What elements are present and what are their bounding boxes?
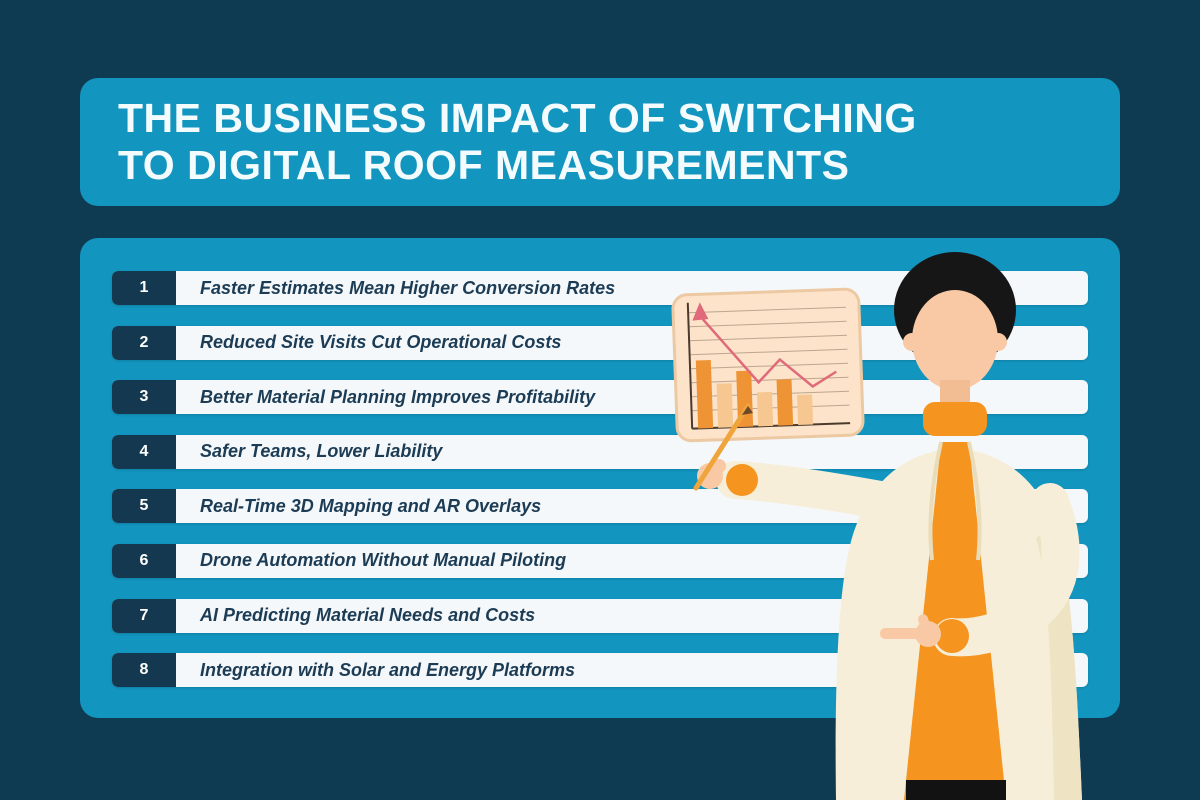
- list-rows: 1 Faster Estimates Mean Higher Conversio…: [112, 271, 1088, 688]
- item-label: Faster Estimates Mean Higher Conversion …: [200, 277, 616, 298]
- item-label: Reduced Site Visits Cut Operational Cost…: [200, 332, 562, 353]
- item-number-badge: 2: [112, 325, 176, 360]
- item-number-badge: 5: [112, 489, 176, 524]
- page-title-line-2: TO DIGITAL ROOF MEASUREMENTS: [118, 142, 850, 188]
- item-label: Real-Time 3D Mapping and AR Overlays: [200, 495, 542, 516]
- list-item: 7 AI Predicting Material Needs and Costs: [112, 598, 1088, 633]
- page-title-line-1: THE BUSINESS IMPACT OF SWITCHING: [118, 95, 917, 142]
- list-item: 1 Faster Estimates Mean Higher Conversio…: [112, 271, 1088, 305]
- pants: [906, 780, 1006, 800]
- item-number-badge: 3: [112, 380, 176, 415]
- list-item: 6 Drone Automation Without Manual Piloti…: [112, 543, 1088, 578]
- list-item: 8 Integration with Solar and Energy Plat…: [112, 653, 1088, 688]
- list-item: 5 Real-Time 3D Mapping and AR Overlays: [112, 489, 1088, 524]
- list-item: 2 Reduced Site Visits Cut Operational Co…: [112, 325, 1088, 360]
- item-label: Better Material Planning Improves Profit…: [200, 386, 596, 407]
- item-number-badge: 1: [112, 271, 176, 305]
- list-item: 4 Safer Teams, Lower Liability: [112, 434, 1088, 469]
- list-panel: 1 Faster Estimates Mean Higher Conversio…: [80, 238, 1120, 718]
- item-number-badge: 7: [112, 598, 176, 633]
- item-label: Safer Teams, Lower Liability: [200, 441, 443, 462]
- item-number-badge: 4: [112, 434, 176, 469]
- item-label: Drone Automation Without Manual Piloting: [200, 550, 567, 571]
- item-number-badge: 8: [112, 653, 176, 688]
- item-label: AI Predicting Material Needs and Costs: [200, 605, 536, 626]
- header-banner: THE BUSINESS IMPACT OF SWITCHING TO DIGI…: [80, 78, 1120, 206]
- item-number-badge: 6: [112, 543, 176, 578]
- item-label: Integration with Solar and Energy Platfo…: [200, 659, 576, 680]
- list-item: 3 Better Material Planning Improves Prof…: [112, 380, 1088, 415]
